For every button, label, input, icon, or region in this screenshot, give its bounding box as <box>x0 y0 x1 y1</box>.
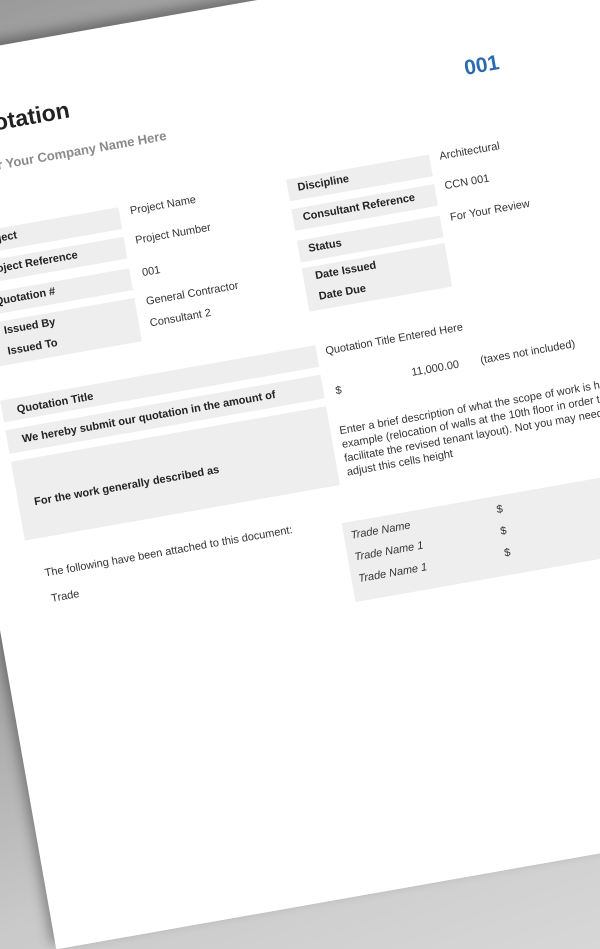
quotation-title-value: Quotation Title Entered Here <box>324 321 464 358</box>
issued-by-value: General Contractor <box>145 279 240 308</box>
consultant-reference-value: CCN 001 <box>443 172 491 193</box>
amount-currency: $ <box>334 384 343 398</box>
discipline-value: Architectural <box>438 140 501 163</box>
project-value: Project Name <box>129 193 197 218</box>
quotation-number-value: 001 <box>141 264 162 280</box>
company-name: Enter Your Company Name Here <box>0 127 168 178</box>
attachments-intro: The following have been attached to this… <box>43 524 294 580</box>
amount-value: 11,000.00 <box>410 358 461 379</box>
tax-note: (taxes not included) <box>479 338 577 367</box>
trade-label: Trade <box>50 588 81 605</box>
issued-to-value: Consultant 2 <box>148 306 212 330</box>
status-value: For Your Review <box>449 197 531 224</box>
document-title: Quotation <box>0 96 72 141</box>
document-number: 001 <box>462 51 502 80</box>
work-description-value: Enter a brief description of what the sc… <box>338 376 600 479</box>
project-reference-value: Project Number <box>134 221 212 247</box>
